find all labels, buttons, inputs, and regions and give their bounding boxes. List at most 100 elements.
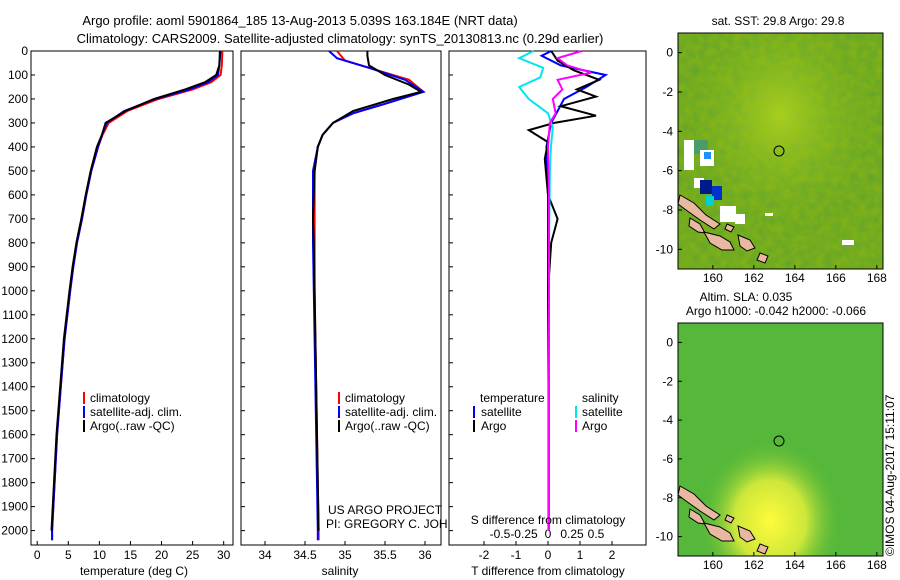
- s-tick-label: 0.25: [560, 527, 584, 541]
- s-diff-label: S difference from climatology: [471, 513, 626, 527]
- y-tick-label: 1000: [1, 284, 28, 298]
- pi-label: PI: GREGORY C. JOHNSON: [326, 517, 482, 531]
- y-tick-label: 1400: [1, 380, 28, 394]
- map-x-tick-label: 164: [785, 271, 805, 285]
- imos-stamp: ©IMOS 04-Aug-2017 15:11:07: [883, 394, 897, 556]
- difference-panel: -2 -1 0 1 2 -0.5 -0.25 0 0.25 0.5 temperature sal…: [448, 50, 647, 578]
- map-y-tick-label: -6: [662, 452, 673, 466]
- header-line2: Climatology: CARS2009. Satellite-adjuste…: [77, 31, 604, 46]
- x-tick-label: 30: [217, 548, 231, 562]
- t-tick-label: -2: [479, 548, 490, 562]
- legend-s-satellite: satellite: [582, 405, 623, 419]
- y-tick-label: 500: [8, 164, 28, 178]
- map-y-tick-label: 0: [666, 46, 673, 60]
- x-tick-label: 25: [186, 548, 200, 562]
- salinity-panel: 34 34.5 35 35.5 36 climatology satellite-adj…: [240, 50, 482, 578]
- map-x-tick-label: 162: [744, 271, 764, 285]
- legend-t-argo: Argo: [481, 419, 507, 433]
- map-y-tick-label: -10: [656, 242, 674, 256]
- map-x-tick-label: 166: [826, 558, 846, 572]
- y-tick-label: 1500: [1, 404, 28, 418]
- legend-climatology: climatology: [90, 391, 150, 405]
- legend-s-argo: Argo: [582, 419, 608, 433]
- s-tick-label: -0.5: [490, 527, 511, 541]
- t-tick-label: 0: [545, 548, 552, 562]
- y-tick-label: 900: [8, 260, 28, 274]
- sal-legend-climatology: climatology: [345, 391, 405, 405]
- legend-t-satellite: satellite: [481, 405, 522, 419]
- sla-map: Altim. SLA: 0.035 Argo h1000: -0.042 h20…: [656, 290, 888, 572]
- y-tick-label: 200: [8, 92, 28, 106]
- map-x-tick-label: 162: [744, 558, 764, 572]
- y-tick-label: 400: [8, 140, 28, 154]
- sal-legend-argo: Argo(..raw -QC): [345, 419, 430, 433]
- map-y-tick-label: -6: [662, 164, 673, 178]
- sst-islands: [678, 194, 769, 264]
- map-y-tick-label: -2: [662, 85, 673, 99]
- t-tick-label: 1: [577, 548, 584, 562]
- y-tick-label: 600: [8, 188, 28, 202]
- y-tick-label: 700: [8, 212, 28, 226]
- s-tick-label: 0.5: [588, 527, 605, 541]
- s-tick-label: 0: [545, 527, 552, 541]
- sla-title-line2: Argo h1000: -0.042 h2000: -0.066: [686, 304, 866, 318]
- legend-satellite: satellite-adj. clim.: [90, 405, 182, 419]
- map-x-tick-label: 168: [867, 271, 887, 285]
- map-x-tick-label: 160: [703, 558, 723, 572]
- map-y-tick-label: -8: [662, 203, 673, 217]
- y-tick-label: 300: [8, 116, 28, 130]
- y-tick-label: 1100: [2, 308, 28, 322]
- legend-salinity-title: salinity: [582, 391, 619, 405]
- t-diff-xlabel: T difference from climatology: [471, 564, 625, 578]
- y-tick-label: 1900: [1, 500, 28, 514]
- x-tick-label: 34: [258, 548, 272, 562]
- map-y-tick-label: -10: [656, 530, 674, 544]
- x-tick-label: 20: [155, 548, 169, 562]
- x-tick-label: 0: [34, 548, 41, 562]
- x-tick-label: 36: [418, 548, 432, 562]
- y-tick-label: 0: [21, 44, 28, 58]
- series-line-argo-raw-qc-: [311, 51, 424, 531]
- legend-argo: Argo(..raw -QC): [90, 419, 175, 433]
- map-y-tick-label: 0: [666, 335, 673, 349]
- salinity-legend: climatology satellite-adj. clim. Argo(..…: [338, 391, 437, 433]
- legend-temperature-title: temperature: [480, 391, 545, 405]
- map-x-tick-label: 168: [867, 558, 887, 572]
- y-tick-label: 1800: [1, 476, 28, 490]
- y-tick-label: 2000: [1, 524, 28, 538]
- salinity-xlabel: salinity: [322, 564, 359, 578]
- s-tick-label: -0.25: [510, 527, 538, 541]
- series-line-argo-raw-qc-: [50, 50, 221, 531]
- sla-argo-marker: [773, 435, 785, 447]
- x-tick-label: 35.5: [373, 548, 397, 562]
- map-x-tick-label: 166: [826, 271, 846, 285]
- map-y-tick-label: -8: [662, 491, 673, 505]
- sla-title-line1: Altim. SLA: 0.035: [700, 290, 793, 304]
- x-tick-label: 34.5: [293, 548, 317, 562]
- map-y-tick-label: -2: [662, 374, 673, 388]
- sst-argo-marker: [773, 145, 785, 157]
- t-tick-label: -1: [511, 548, 522, 562]
- y-tick-label: 100: [8, 68, 28, 82]
- map-x-tick-label: 160: [703, 271, 723, 285]
- y-tick-label: 1600: [1, 428, 28, 442]
- temperature-xlabel: temperature (deg C): [80, 564, 188, 578]
- sal-legend-satellite: satellite-adj. clim.: [345, 405, 437, 419]
- x-tick-label: 35: [338, 548, 352, 562]
- map-x-tick-label: 164: [785, 558, 805, 572]
- y-tick-label: 800: [8, 236, 28, 250]
- sst-title: sat. SST: 29.8 Argo: 29.8: [712, 14, 845, 28]
- y-tick-label: 1300: [1, 356, 28, 370]
- map-y-tick-label: -4: [662, 413, 673, 427]
- series-line-salinity-argo: [546, 50, 592, 531]
- temperature-legend: climatology satellite-adj. clim. Argo(..…: [83, 391, 182, 433]
- x-tick-label: 5: [65, 548, 72, 562]
- sst-data-gaps: [684, 140, 854, 245]
- x-tick-label: 15: [124, 548, 138, 562]
- y-tick-label: 1700: [1, 452, 28, 466]
- header-line1: Argo profile: aoml 5901864_185 13-Aug-20…: [82, 13, 517, 28]
- map-y-tick-label: -4: [662, 124, 673, 138]
- project-label: US ARGO PROJECT: [328, 503, 443, 517]
- difference-legend: temperature salinity satellite Argo sate…: [473, 391, 623, 433]
